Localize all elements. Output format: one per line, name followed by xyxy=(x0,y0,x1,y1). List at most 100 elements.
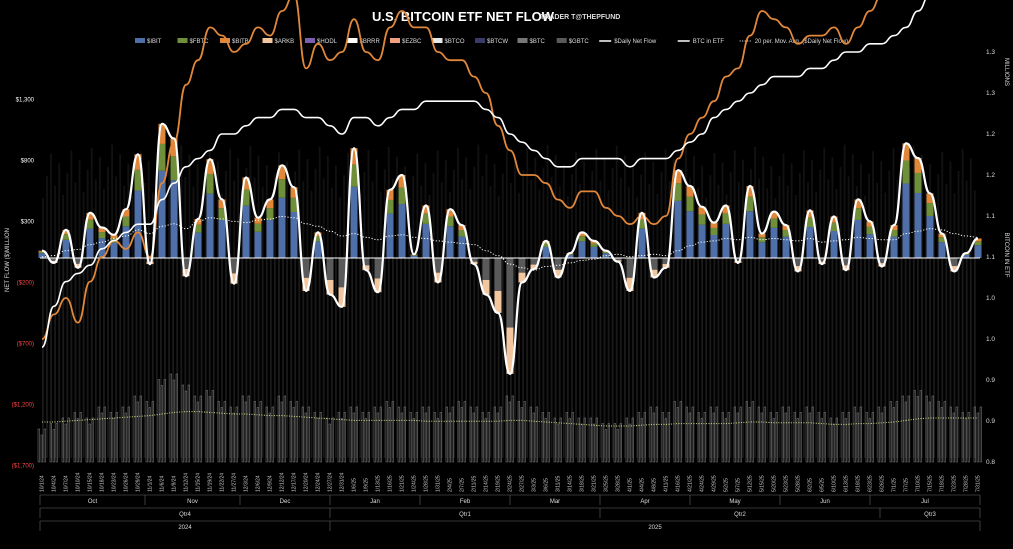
bg-bar xyxy=(302,258,305,458)
bg-bar xyxy=(778,258,781,458)
btc-price-line xyxy=(41,0,879,340)
volume-bar xyxy=(907,395,910,463)
volume-bar xyxy=(469,406,472,463)
bg-bar xyxy=(90,258,93,458)
bg-bar-top xyxy=(54,185,57,258)
bg-bar xyxy=(542,258,545,458)
volume-bar xyxy=(67,417,70,463)
volume-bar xyxy=(196,401,199,463)
bg-bar xyxy=(453,258,455,458)
bg-bar-top xyxy=(656,193,659,258)
bg-bar xyxy=(465,258,468,458)
bg-bar-top xyxy=(908,167,911,258)
volume-bar xyxy=(253,401,256,463)
bg-bar xyxy=(448,258,451,458)
bg-bar xyxy=(526,258,529,458)
date-label: 1/24/25 xyxy=(412,475,418,492)
right-tick-label: 1.0 xyxy=(986,295,995,302)
volume-bar xyxy=(673,401,676,463)
bg-bar-top xyxy=(343,175,345,258)
date-label: 7/7/25 xyxy=(904,478,910,492)
volume-bar xyxy=(385,401,388,463)
flow-bar-bitb xyxy=(86,212,94,220)
date-label: 12/17/24 xyxy=(292,472,298,492)
bg-bar xyxy=(473,258,476,458)
flow-bar-gbtc xyxy=(146,258,154,262)
bg-bar-top xyxy=(58,163,61,258)
flow-bar-bitb xyxy=(974,238,982,242)
bg-bar xyxy=(937,258,940,458)
bg-bar-top xyxy=(684,146,687,258)
volume-bar xyxy=(139,395,142,463)
bg-bar-top xyxy=(481,176,484,258)
legend-swatch xyxy=(305,38,315,43)
legend-item: $ARKB xyxy=(262,38,294,45)
bg-bar xyxy=(941,258,944,458)
legend-swatch xyxy=(220,38,230,43)
bg-bar-top xyxy=(847,176,850,258)
right-axis: 1.3 1.3 1.2 1.2 1.1 1.1 1.0 1.0 0.9 0.9 0.8 xyxy=(986,49,995,466)
volume-bar xyxy=(547,412,550,463)
bg-bar xyxy=(575,258,577,458)
bg-bar-top xyxy=(953,193,956,258)
flow-bar-bitb xyxy=(242,177,250,190)
bg-bar xyxy=(892,258,895,458)
date-label: 3/3/25 xyxy=(532,478,538,492)
date-label: 11/15/24 xyxy=(196,473,202,492)
bg-bar-top xyxy=(969,158,972,258)
volume-bar xyxy=(412,418,415,463)
bg-bar-top xyxy=(933,196,936,258)
flow-bar-fbtc xyxy=(170,156,178,181)
flow-bar-arkb xyxy=(482,279,490,295)
volume-bar xyxy=(325,417,328,463)
bg-bar-top xyxy=(758,178,761,258)
date-label: 6/5/25 xyxy=(820,478,826,492)
volume-bar xyxy=(559,417,562,463)
bg-bar xyxy=(155,258,158,458)
legend-item: $HODL xyxy=(305,38,338,45)
date-label: 5/7/25 xyxy=(736,478,742,492)
month-label: Dec xyxy=(280,499,291,505)
flow-bar-ibit xyxy=(902,183,910,258)
volume-bar xyxy=(817,412,820,463)
bg-bar-top xyxy=(249,145,252,258)
bg-bar xyxy=(754,258,756,458)
bg-bar-top xyxy=(628,187,630,258)
flow-bar-ibit xyxy=(890,236,898,258)
volume-bar xyxy=(439,412,442,463)
flow-bar-bitb xyxy=(398,175,406,188)
bg-bar-top xyxy=(876,183,879,258)
bg-bar-top xyxy=(229,148,231,258)
bg-bar-top xyxy=(196,164,199,258)
bg-bar xyxy=(912,258,915,458)
volume-bar xyxy=(739,406,742,463)
flow-bar-ibit xyxy=(158,170,166,258)
volume-bar xyxy=(301,406,304,463)
volume-bar xyxy=(244,401,247,463)
date-label: 7/1/25 xyxy=(892,478,898,492)
volume-bar xyxy=(55,423,58,463)
bg-bar xyxy=(306,258,309,458)
flow-bar-ibit xyxy=(698,224,706,258)
flow-bar-ibit xyxy=(290,212,298,258)
date-label: 3/25/25 xyxy=(604,475,610,492)
volume-bar xyxy=(943,401,946,463)
volume-bar xyxy=(271,406,274,463)
bg-bar xyxy=(363,258,366,458)
date-label: 1/21/25 xyxy=(400,475,406,492)
date-label: 11/1/24 xyxy=(148,475,154,492)
bg-bar xyxy=(371,258,374,458)
volume-bar xyxy=(895,401,898,463)
volume-bar xyxy=(151,401,154,463)
bg-bar xyxy=(628,258,630,458)
bg-bar xyxy=(200,258,203,458)
flow-bar-fbtc xyxy=(566,253,574,255)
flow-bar-bitb xyxy=(134,154,142,170)
bg-bar-top xyxy=(587,193,590,258)
flow-bar-arkb xyxy=(794,266,802,272)
quarter-label: Qtr2 xyxy=(734,512,746,518)
bg-bar xyxy=(298,258,301,458)
volume-bar xyxy=(853,406,856,463)
bg-bar xyxy=(416,258,419,458)
date-label: 5/15/25 xyxy=(760,475,766,492)
